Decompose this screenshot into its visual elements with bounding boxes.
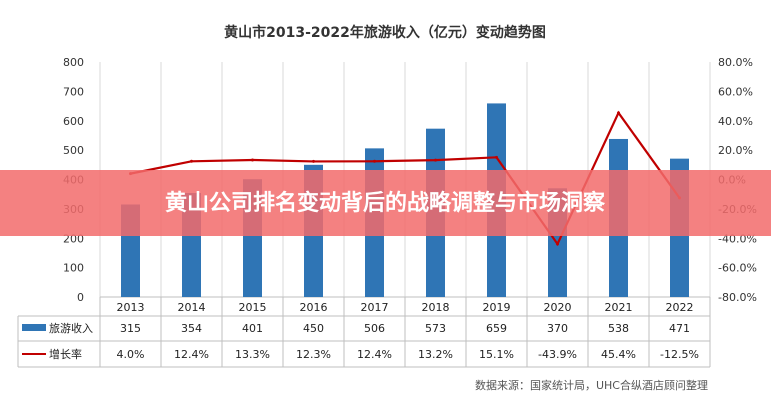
growth-point-2014	[190, 159, 193, 163]
y-left-tick: 800	[63, 56, 84, 69]
x-tick-label: 2016	[300, 301, 328, 314]
table-value-growth: 4.0%	[117, 348, 145, 361]
table-value-revenue: 354	[181, 322, 202, 335]
table-value-growth: 45.4%	[601, 348, 636, 361]
table-value-revenue: 659	[486, 322, 507, 335]
table-value-revenue: 538	[608, 322, 629, 335]
legend-bar-label: 旅游收入	[49, 321, 93, 335]
growth-point-2019	[495, 155, 498, 159]
table-value-growth: 12.3%	[296, 348, 331, 361]
table-value-growth: 13.2%	[418, 348, 453, 361]
x-tick-label: 2013	[117, 301, 145, 314]
y-left-tick: 0	[77, 291, 84, 304]
banner-background	[0, 170, 771, 236]
chart-title: 黄山市2013-2022年旅游收入（亿元）变动趋势图	[224, 24, 546, 41]
x-tick-label: 2015	[239, 301, 267, 314]
table-value-growth: -43.9%	[538, 348, 577, 361]
y-left-tick: 700	[63, 85, 84, 98]
y-left-tick: 100	[63, 262, 84, 275]
table-value-revenue: 401	[242, 322, 263, 335]
table-value-revenue: 450	[303, 322, 324, 335]
table-value-revenue: 370	[547, 322, 568, 335]
overlay-banner: 黄山公司排名变动背后的战略调整与市场洞察	[0, 170, 771, 236]
growth-point-2017	[373, 159, 376, 163]
y-left-tick: 500	[63, 144, 84, 157]
legend-line-label: 增长率	[49, 347, 82, 361]
table-value-growth: 15.1%	[479, 348, 514, 361]
table-value-growth: 13.3%	[235, 348, 270, 361]
legend-bar-swatch	[22, 324, 46, 331]
x-tick-label: 2020	[544, 301, 572, 314]
growth-point-2021	[617, 111, 620, 115]
growth-point-2015	[251, 158, 254, 162]
table-value-revenue: 573	[425, 322, 446, 335]
table-value-revenue: 506	[364, 322, 385, 335]
table-value-revenue: 471	[669, 322, 690, 335]
table-value-revenue: 315	[120, 322, 141, 335]
y-left-tick: 600	[63, 115, 84, 128]
x-tick-label: 2014	[178, 301, 206, 314]
table-value-growth: 12.4%	[357, 348, 392, 361]
data-table: 2013 2014 2015 2016 2017 2018 2019 2020 2021 2022…	[17, 297, 711, 368]
y-right-tick: -60.0%	[718, 262, 757, 275]
y-right-tick: 20.0%	[718, 144, 753, 157]
y-right-tick: 80.0%	[718, 56, 753, 69]
x-tick-label: 2022	[666, 301, 694, 314]
source-note: 数据来源：国家统计局，UHC合纵酒店顾问整理	[475, 378, 708, 392]
x-tick-label: 2019	[483, 301, 511, 314]
y-right-tick: 60.0%	[718, 85, 753, 98]
x-tick-label: 2017	[361, 301, 389, 314]
y-right-tick: 40.0%	[718, 115, 753, 128]
x-tick-label: 2021	[605, 301, 633, 314]
growth-point-2018	[434, 158, 437, 162]
table-value-growth: 12.4%	[174, 348, 209, 361]
x-tick-label: 2018	[422, 301, 450, 314]
y-right-tick: -80.0%	[718, 291, 757, 304]
growth-point-2020	[556, 242, 559, 246]
table-value-growth: -12.5%	[660, 348, 699, 361]
banner-title: 黄山公司排名变动背后的战略调整与市场洞察	[165, 190, 606, 216]
growth-point-2016	[312, 159, 315, 163]
